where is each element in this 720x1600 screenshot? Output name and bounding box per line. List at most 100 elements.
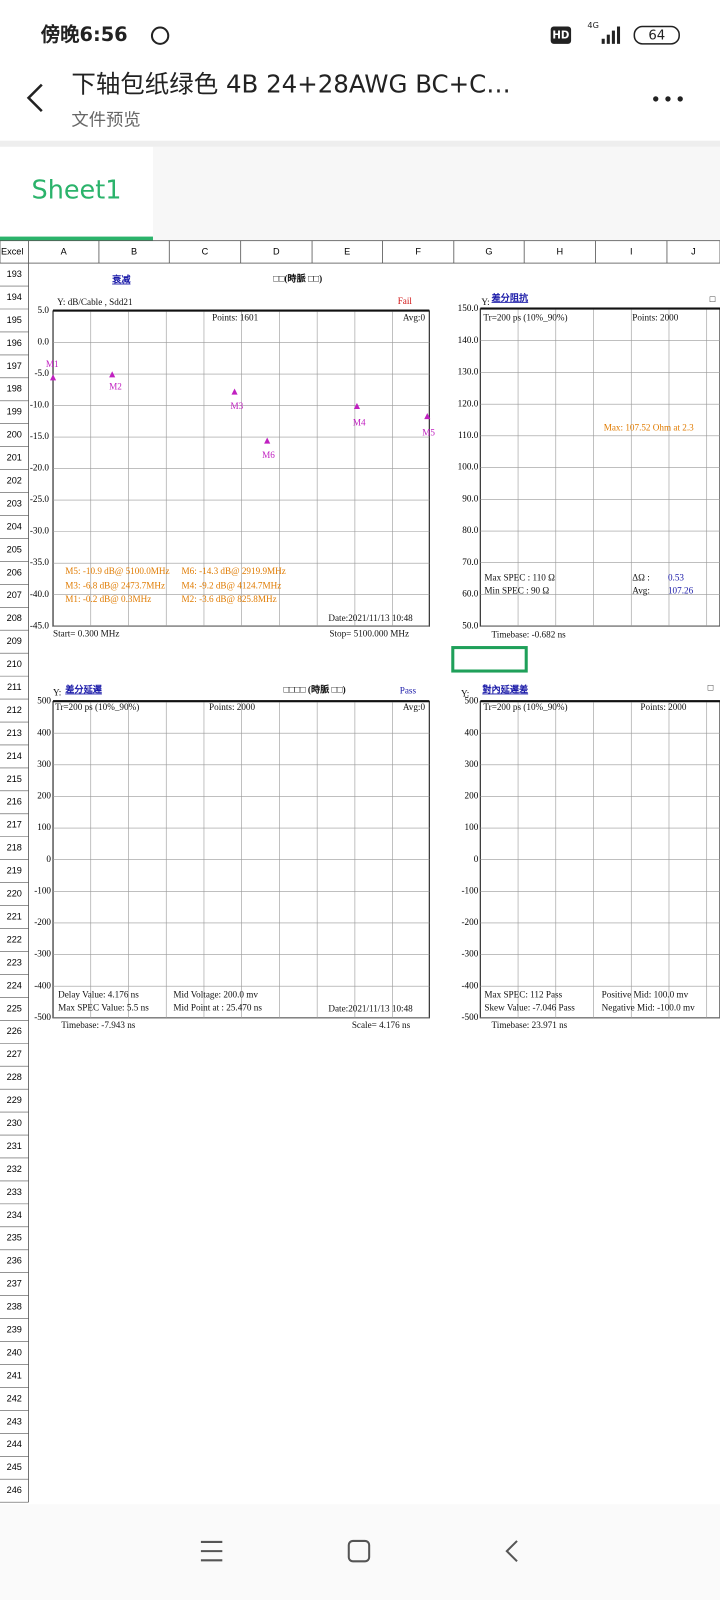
y-tick-label: 50.0 [462, 620, 478, 630]
top-bar [53, 309, 430, 312]
column-header: D [273, 246, 280, 256]
row-number: 213 [7, 728, 22, 738]
row-number: 203 [7, 498, 22, 508]
chart-text: Y: [461, 689, 469, 699]
chart-title: 衰减 [111, 274, 131, 285]
row-number: 244 [7, 1439, 22, 1449]
marker-label: M2 [109, 382, 122, 392]
chart-title: 差分阻抗 [492, 292, 529, 303]
top-bar [53, 700, 430, 703]
marker-note: M4: -9.2 dB@ 4124.7MHz [182, 580, 282, 590]
y-tick-label: -100 [461, 885, 478, 895]
y-tick-label: 200 [37, 791, 51, 801]
marker-note: M6: -14.3 dB@ 2919.9MHz [182, 566, 286, 576]
row-number: 194 [7, 292, 22, 302]
y-tick-label: 500 [465, 696, 479, 706]
menu-button[interactable] [200, 1540, 223, 1562]
y-tick-label: 60.0 [462, 589, 478, 599]
chart-title: 差分延遲 [65, 684, 102, 695]
y-tick-label: -200 [461, 917, 478, 927]
y-tick-label: 140.0 [458, 335, 479, 345]
chart-text: Skew Value: -7.046 Pass [484, 1003, 575, 1013]
network-label: 4G [587, 20, 599, 30]
chart-text: □ [710, 294, 716, 304]
chart-text: Mid Voltage: 200.0 mv [173, 989, 258, 999]
y-tick-label: 90.0 [462, 493, 478, 503]
chart-text: Fail [398, 296, 413, 306]
y-tick-label: -40.0 [30, 589, 49, 599]
alarm-icon [150, 26, 170, 45]
row-number: 236 [7, 1256, 22, 1266]
row-number: 246 [7, 1485, 22, 1495]
row-number: 218 [7, 843, 22, 853]
y-tick-label: 120.0 [458, 398, 479, 408]
chart: 500 400 300 200 100 0 -100 -200 -300 -400 -500 [34, 696, 430, 1022]
file-title: 下轴包纸绿色 4B 24+28AWG BC+C… [71, 70, 510, 99]
row-number: 211 [7, 682, 22, 692]
row-number: 201 [7, 453, 22, 463]
y-tick-label: 300 [37, 759, 51, 769]
chart-text: Max SPEC : 110 Ω [484, 572, 555, 582]
marker-arrow [264, 437, 271, 444]
row-number: 241 [7, 1370, 22, 1380]
marker-note: M5: -10.9 dB@ 5100.0MHz [65, 566, 169, 576]
chart-text: Tr=200 ps (10%_90%) [55, 702, 139, 712]
y-tick-label: 0 [474, 854, 479, 864]
chart-text: Mid Point at : 25.470 ns [173, 1003, 262, 1013]
row-number: 215 [7, 774, 22, 784]
y-tick-label: -500 [34, 1012, 51, 1022]
back-button[interactable] [26, 83, 43, 113]
marker-arrow [49, 374, 57, 381]
top-bar [480, 700, 720, 703]
corner-label: Excel [1, 246, 23, 256]
row-number: 245 [7, 1462, 22, 1472]
y-tick-label: 100.0 [458, 462, 479, 472]
file-subtitle: 文件预览 [71, 110, 140, 130]
chart-text: Tr=200 ps (10%_90%) [483, 702, 567, 712]
row-number: 195 [7, 315, 22, 325]
y-tick-label: -30.0 [30, 526, 49, 536]
sheet-tab[interactable]: Sheet1 [32, 176, 122, 206]
y-tick-label: 400 [465, 727, 479, 737]
y-tick-label: 5.0 [37, 305, 49, 315]
back-nav-button[interactable] [505, 1540, 518, 1563]
y-tick-label: -15.0 [30, 431, 49, 441]
row-number: 228 [7, 1072, 22, 1082]
chart-text: Start= 0.300 MHz [53, 628, 119, 638]
marker-label: M4 [353, 417, 366, 427]
chart-text: Y: [53, 688, 61, 698]
row-number: 230 [7, 1118, 22, 1128]
row-number: 210 [7, 659, 22, 669]
y-tick-label: -10.0 [30, 400, 49, 410]
column-header: B [131, 246, 137, 256]
y-tick-label: 70.0 [462, 557, 478, 567]
row-number: 224 [7, 980, 22, 990]
column-header: E [344, 246, 350, 256]
chart-text: Min SPEC : 90 Ω [484, 586, 549, 596]
sheet: Excel A B C D E F G H I J 193 194 195 196 197 198 199 200 2… [0, 240, 696, 1503]
marker-label: M1 [46, 359, 59, 369]
row-number: 206 [7, 567, 22, 577]
y-tick-label: 80.0 [462, 525, 478, 535]
marker-label: M3 [230, 401, 243, 411]
row-number: 204 [7, 521, 22, 531]
y-tick-label: 110.0 [458, 430, 479, 440]
chart-text: Avg:0 [403, 702, 426, 712]
nav-bar [0, 1504, 720, 1600]
more-button[interactable] [653, 96, 683, 102]
row-number: 212 [7, 705, 22, 715]
y-tick-label: -400 [461, 980, 478, 990]
column-header: A [61, 246, 68, 256]
chart-text: Delay Value: 4.176 ns [58, 989, 139, 999]
row-number: 208 [7, 613, 22, 623]
chart-text: Positive Mid: 100.0 mv [602, 989, 689, 999]
y-tick-label: -200 [34, 917, 51, 927]
marker-note: M3: -6.8 dB@ 2473.7MHz [65, 580, 165, 590]
chart-text: Stop= 5100.000 MHz [329, 628, 409, 638]
home-button[interactable] [347, 1539, 371, 1563]
row-number: 229 [7, 1095, 22, 1105]
selected-cell[interactable] [451, 646, 528, 673]
chart-text: Timebase: 23.971 ns [492, 1020, 568, 1030]
